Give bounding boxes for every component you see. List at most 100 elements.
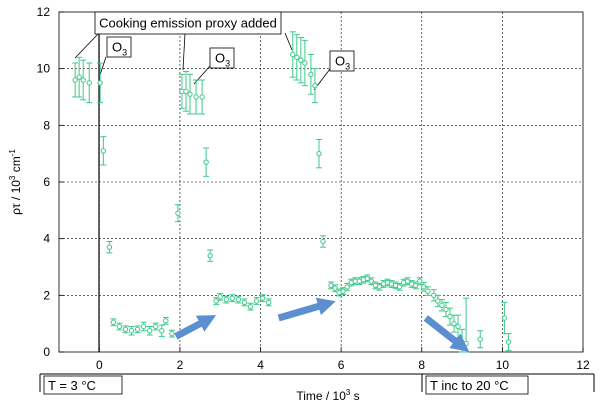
data-point (158, 324, 165, 337)
data-point (100, 136, 107, 166)
data-point (146, 326, 153, 336)
data-point (199, 79, 206, 115)
temperature-timeline (39, 373, 595, 392)
data-point (364, 274, 371, 283)
cooking-label-box (94, 11, 282, 35)
warm-label-box (425, 375, 529, 395)
y-tick-label: 8 (43, 118, 50, 132)
data-point (116, 322, 123, 331)
data-point (340, 287, 347, 295)
cold-label: T = 3 °C (48, 378, 96, 393)
svg-text:O3: O3 (215, 51, 230, 69)
y-axis-label: ρτ / 103 cm-1 (8, 149, 23, 215)
data-point (235, 295, 242, 304)
svg-text:O3: O3 (112, 40, 127, 58)
data-point (289, 31, 296, 78)
svg-text:O3: O3 (335, 54, 350, 72)
o3-label-3: O3 (329, 50, 355, 72)
data-point (301, 39, 308, 87)
x-tick-label: 12 (576, 358, 590, 372)
data-point (193, 79, 200, 115)
data-point (247, 302, 254, 311)
data-point (404, 277, 411, 286)
y-tick-label: 0 (43, 345, 50, 359)
y-tick-label: 6 (43, 175, 50, 189)
data-point (505, 333, 512, 352)
data-point (223, 295, 230, 304)
o3-label-1: O3 (106, 36, 132, 58)
data-point (207, 249, 214, 262)
data-point (311, 68, 318, 104)
x-tick-labels: 0 2 4 6 8 10 12 (96, 358, 590, 372)
data-point (110, 318, 117, 327)
data-points (72, 31, 512, 353)
y-tick-label: 4 (43, 232, 50, 246)
grid (59, 12, 583, 352)
data-point (178, 73, 185, 109)
data-point (128, 326, 135, 336)
data-point (152, 322, 159, 331)
data-point (76, 56, 83, 98)
data-point (174, 204, 181, 223)
x-tick-label: 0 (96, 358, 103, 372)
x-tick-label: 10 (496, 358, 510, 372)
arrow-mid-rise (277, 297, 336, 322)
data-point (162, 316, 169, 325)
data-point (336, 288, 343, 297)
data-point (203, 147, 210, 177)
data-point (297, 37, 304, 84)
data-point (86, 62, 93, 104)
data-point (293, 34, 300, 81)
data-point (97, 62, 104, 104)
data-point (140, 321, 147, 332)
x-tick-label: 8 (418, 358, 425, 372)
data-point (80, 59, 87, 101)
data-point (241, 298, 248, 307)
data-point (320, 235, 327, 248)
data-point (72, 62, 79, 98)
x-axis-label: Time / 103 s (296, 388, 359, 403)
data-point (122, 325, 129, 334)
data-point (400, 278, 407, 287)
x-tick-label: 4 (257, 358, 264, 372)
o3-label-2: O3 (209, 47, 235, 69)
data-point (380, 280, 387, 288)
data-point (455, 314, 462, 339)
arrow-warm-drop (423, 315, 470, 352)
data-point (265, 298, 272, 307)
data-point (217, 292, 224, 301)
data-point (307, 54, 314, 95)
data-point (438, 299, 445, 312)
data-point (384, 278, 391, 287)
data-point (477, 330, 484, 349)
data-point (392, 281, 399, 290)
warm-label: T inc to 20 °C (430, 378, 509, 393)
data-point (187, 73, 193, 115)
x-tick-label: 2 (177, 358, 184, 372)
data-point (463, 297, 470, 353)
x-tick-label: 6 (338, 358, 345, 372)
data-point (182, 71, 189, 112)
y-tick-labels: 0 2 4 6 8 10 12 (37, 5, 51, 359)
data-point (332, 284, 339, 293)
data-point (134, 325, 141, 334)
arrow-cold-rise (174, 315, 217, 340)
data-point (424, 286, 431, 296)
y-tick-label: 2 (43, 288, 50, 302)
data-point (253, 297, 260, 305)
cooking-label: Cooking emission proxy added (99, 16, 277, 31)
y-tick-label: 10 (37, 62, 51, 76)
data-point (501, 301, 508, 335)
data-point (106, 241, 113, 254)
data-point (259, 294, 266, 303)
data-point (168, 329, 175, 338)
data-point (360, 275, 367, 284)
data-point (315, 139, 322, 169)
data-point (229, 294, 236, 303)
cold-label-box (43, 375, 123, 395)
trend-arrows (174, 297, 470, 352)
axis-ticks (59, 11, 584, 353)
y-tick-label: 12 (37, 5, 51, 19)
